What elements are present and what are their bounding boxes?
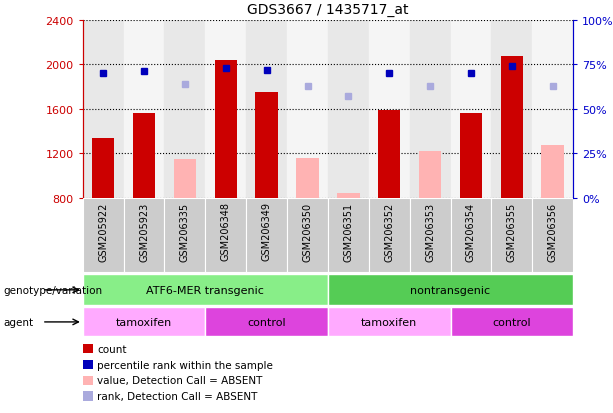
Text: GSM206350: GSM206350	[303, 202, 313, 261]
Bar	[173, 159, 196, 198]
Bar	[133, 114, 155, 198]
Bar	[369, 198, 409, 273]
Bar	[451, 198, 492, 273]
Bar	[532, 21, 573, 198]
Bar	[92, 138, 115, 198]
Text: GSM206354: GSM206354	[466, 202, 476, 261]
Bar	[328, 275, 573, 306]
Bar	[256, 93, 278, 198]
Bar	[409, 21, 451, 198]
Bar	[328, 198, 369, 273]
Text: genotype/variation: genotype/variation	[3, 285, 102, 295]
Bar	[369, 21, 409, 198]
Bar	[419, 152, 441, 198]
Bar	[451, 308, 573, 337]
Bar	[246, 198, 287, 273]
Text: GSM206351: GSM206351	[343, 202, 353, 261]
Bar	[215, 61, 237, 198]
Bar	[492, 21, 532, 198]
Text: tamoxifen: tamoxifen	[116, 317, 172, 327]
Bar	[451, 21, 492, 198]
Text: GSM206352: GSM206352	[384, 202, 394, 261]
Bar	[83, 275, 328, 306]
Bar	[164, 21, 205, 198]
Bar	[337, 194, 360, 198]
Text: GSM205922: GSM205922	[98, 202, 108, 261]
Text: control: control	[247, 317, 286, 327]
Bar	[378, 111, 400, 198]
Bar	[541, 146, 564, 198]
Bar	[164, 198, 205, 273]
Text: control: control	[492, 317, 531, 327]
Bar	[532, 198, 573, 273]
Bar	[409, 198, 451, 273]
Text: ATF6-MER transgenic: ATF6-MER transgenic	[147, 285, 264, 295]
Text: GSM206355: GSM206355	[507, 202, 517, 261]
Text: percentile rank within the sample: percentile rank within the sample	[97, 360, 273, 370]
Bar	[83, 308, 205, 337]
Text: GSM206335: GSM206335	[180, 202, 190, 261]
Text: count: count	[97, 344, 127, 354]
Text: nontransgenic: nontransgenic	[411, 285, 490, 295]
Text: rank, Detection Call = ABSENT: rank, Detection Call = ABSENT	[97, 391, 258, 401]
Bar	[501, 57, 523, 198]
Text: value, Detection Call = ABSENT: value, Detection Call = ABSENT	[97, 375, 263, 385]
Bar	[492, 198, 532, 273]
Text: GSM206348: GSM206348	[221, 202, 230, 261]
Bar	[83, 21, 124, 198]
Bar	[205, 21, 246, 198]
Text: GSM206353: GSM206353	[425, 202, 435, 261]
Bar	[287, 198, 328, 273]
Bar	[83, 198, 124, 273]
Bar	[460, 114, 482, 198]
Bar	[124, 21, 164, 198]
Text: agent: agent	[3, 317, 33, 327]
Bar	[246, 21, 287, 198]
Bar	[205, 198, 246, 273]
Text: GSM206356: GSM206356	[548, 202, 558, 261]
Title: GDS3667 / 1435717_at: GDS3667 / 1435717_at	[247, 3, 409, 17]
Bar	[287, 21, 328, 198]
Bar	[328, 21, 369, 198]
Bar	[205, 308, 328, 337]
Bar	[296, 158, 319, 198]
Bar	[328, 308, 451, 337]
Text: GSM206349: GSM206349	[262, 202, 272, 261]
Text: tamoxifen: tamoxifen	[361, 317, 417, 327]
Text: GSM205923: GSM205923	[139, 202, 149, 261]
Bar	[124, 198, 164, 273]
